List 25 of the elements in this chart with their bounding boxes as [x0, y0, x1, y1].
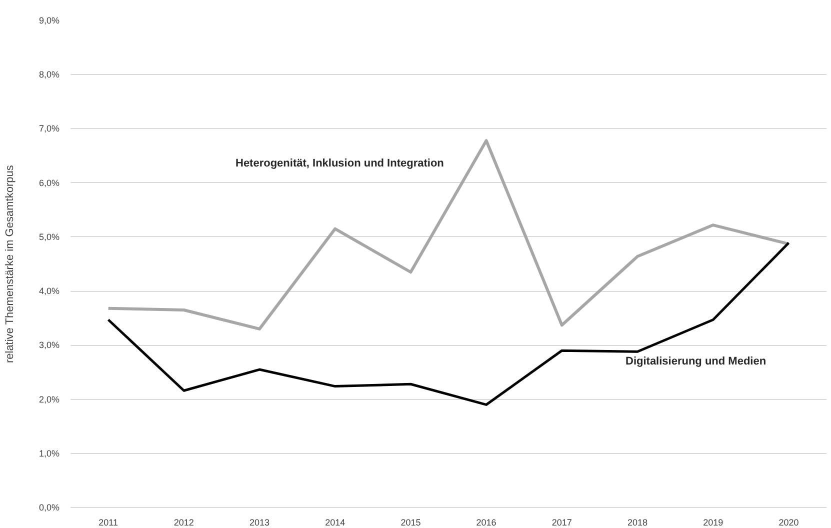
- x-tick-label: 2017: [552, 518, 572, 528]
- x-tick-label: 2012: [174, 518, 194, 528]
- line-series: [106, 139, 790, 330]
- y-tick-label: 0,0%: [38, 502, 60, 512]
- y-tick-label: 5,0%: [38, 232, 60, 242]
- y-tick-label: 9,0%: [38, 16, 60, 26]
- y-tick-label: 2,0%: [38, 394, 60, 404]
- series-label: Digitalisierung und Medien: [626, 356, 766, 368]
- y-axis-title: relative Themenstärke im Gesamtkorpus: [4, 164, 16, 364]
- y-tick-label: 7,0%: [38, 124, 60, 134]
- y-tick-label: 8,0%: [38, 70, 60, 80]
- x-tick-label: 2019: [703, 518, 724, 528]
- x-tick-label: 2014: [325, 518, 346, 528]
- x-tick-label: 2020: [778, 518, 799, 528]
- line-series: [107, 242, 790, 406]
- x-tick-label: 2011: [98, 518, 118, 528]
- y-tick-label: 3,0%: [38, 340, 60, 350]
- x-tick-label: 2015: [400, 518, 421, 528]
- y-tick-label: 6,0%: [38, 178, 60, 188]
- y-tick-label: 1,0%: [38, 448, 60, 458]
- x-tick-label: 2013: [249, 518, 270, 528]
- y-tick-label: 4,0%: [38, 286, 60, 296]
- x-tick-label: 2016: [476, 518, 496, 528]
- x-tick-label: 2018: [627, 518, 648, 528]
- text: Heterogenität, Inklusion und Integration: [236, 158, 444, 170]
